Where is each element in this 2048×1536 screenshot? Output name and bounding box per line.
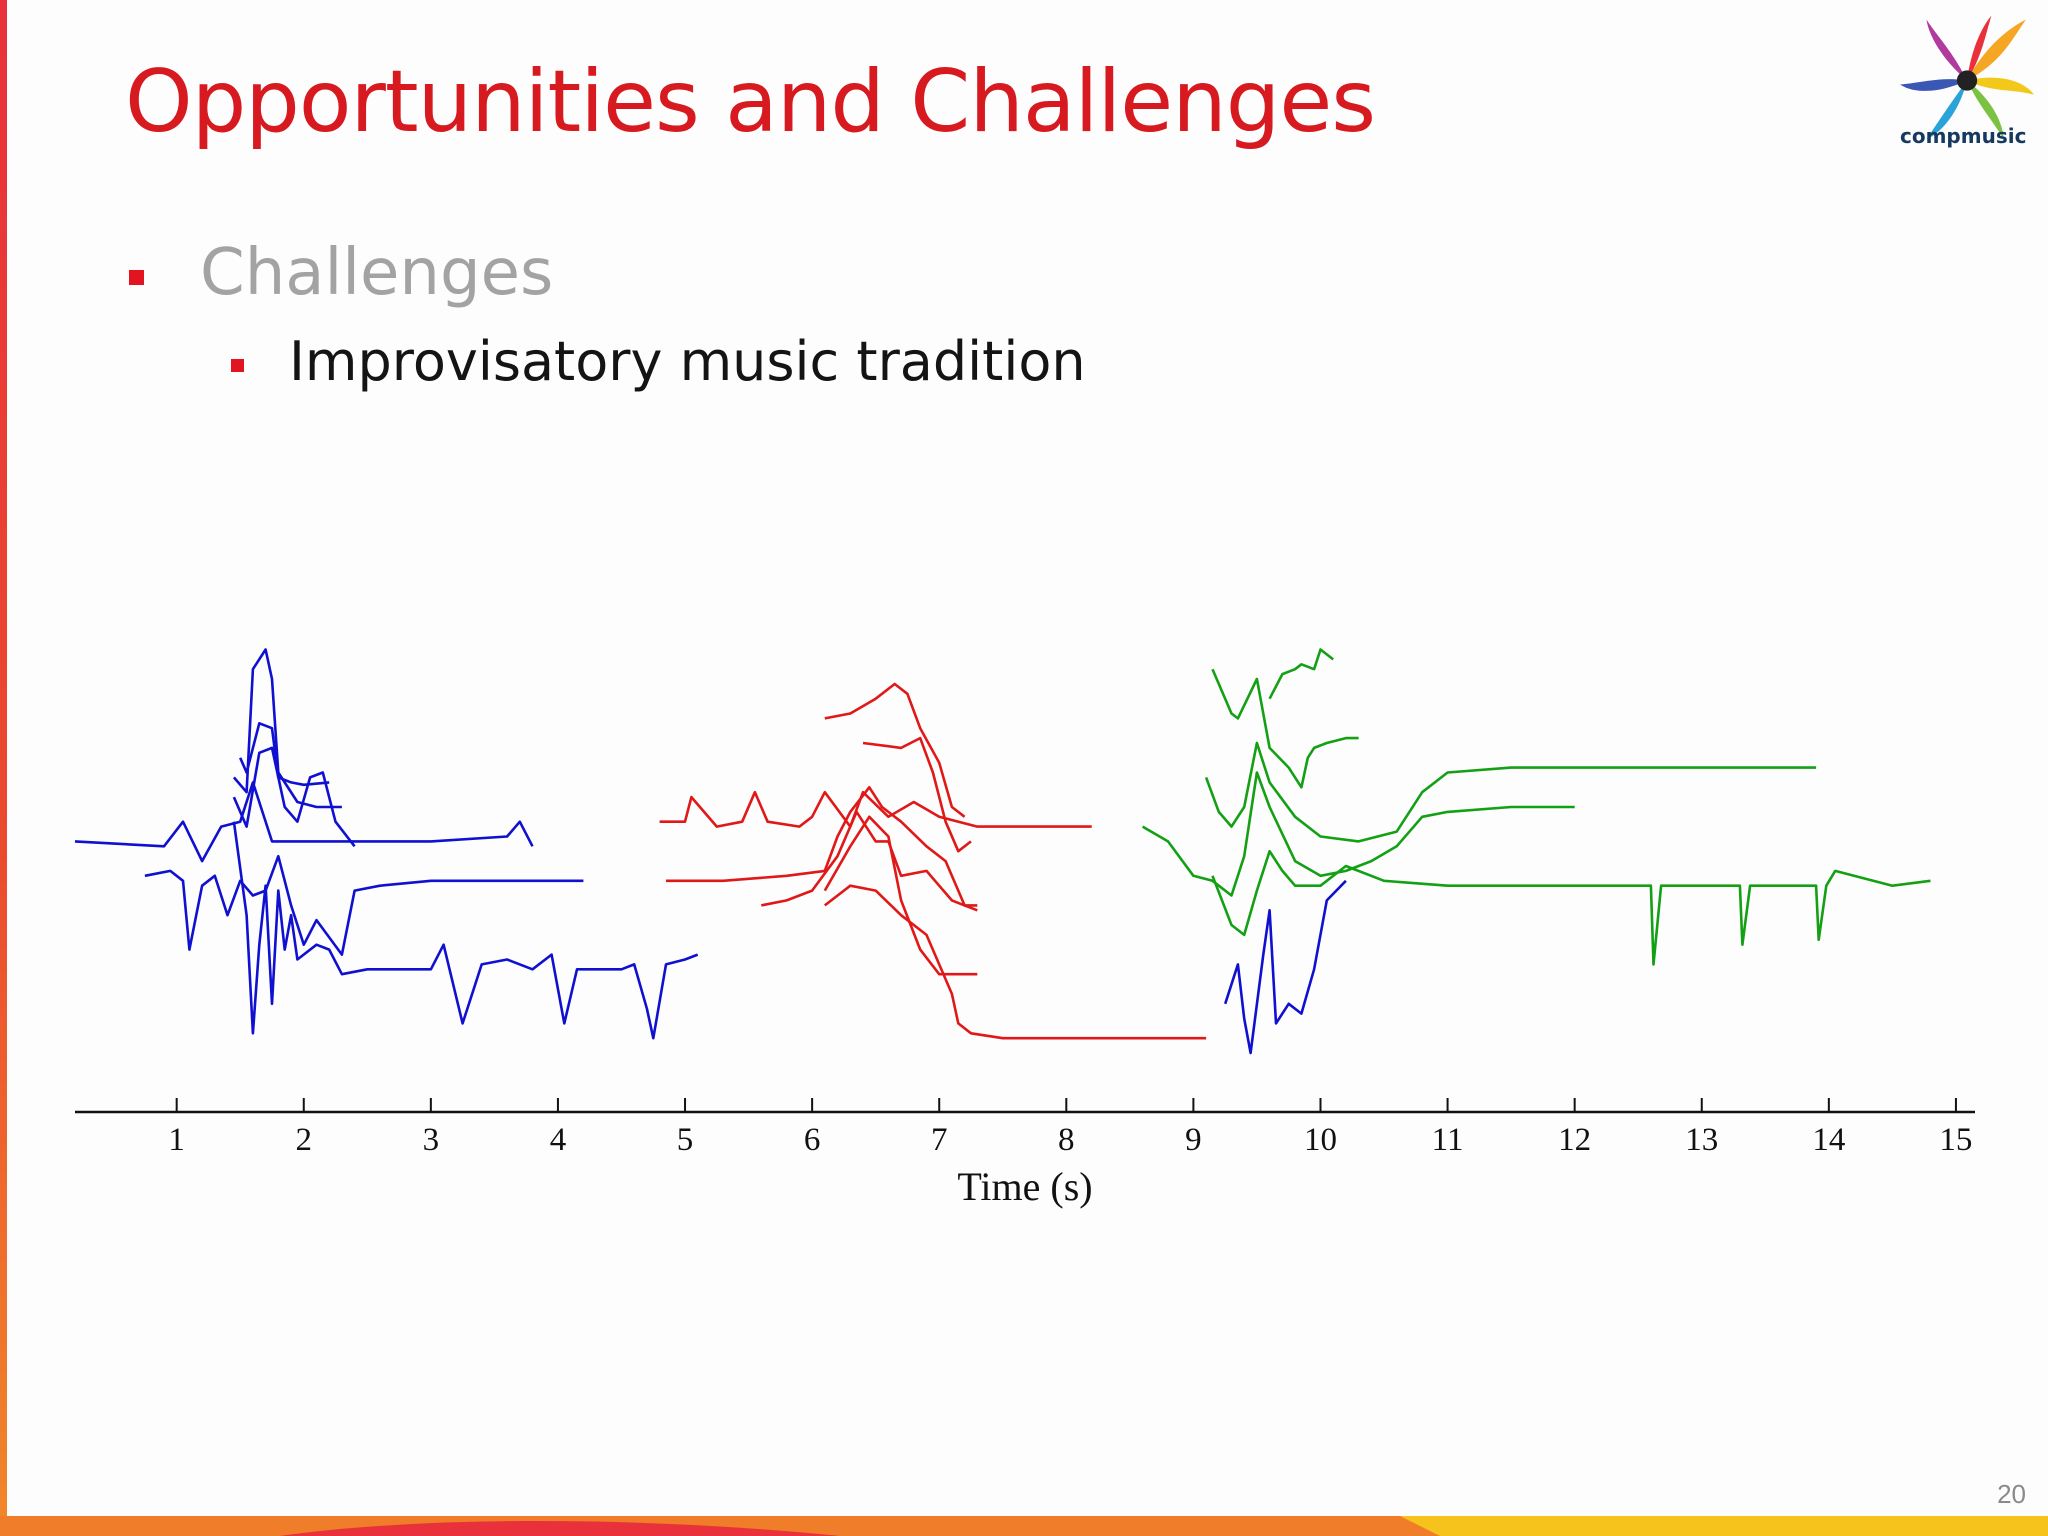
x-tick-label: 14 xyxy=(1812,1122,1845,1158)
left-accent-bar xyxy=(0,0,7,1536)
series-line-10 xyxy=(666,786,978,912)
series-line-9 xyxy=(862,736,972,853)
series-line-4 xyxy=(232,746,356,848)
x-tick-label: 2 xyxy=(296,1122,313,1158)
series-line-12 xyxy=(823,815,978,976)
series-line-13 xyxy=(824,884,1207,1040)
x-tick-label: 12 xyxy=(1558,1122,1591,1158)
compmusic-logo-icon xyxy=(1900,15,2034,140)
x-tick-label: 5 xyxy=(677,1122,694,1158)
x-tick-label: 3 xyxy=(423,1122,440,1158)
x-tick-label: 8 xyxy=(1058,1122,1075,1158)
x-tick-label: 10 xyxy=(1304,1122,1337,1158)
series-line-15 xyxy=(1268,648,1334,700)
x-axis-title: Time (s) xyxy=(957,1164,1092,1209)
x-tick-label: 7 xyxy=(931,1122,948,1158)
series-line-7 xyxy=(659,790,1092,828)
tick-layer: 1 2 3 4 5 6 7 8 9 10 11 12 13 14 15 xyxy=(168,1098,1972,1158)
page-number: 20 xyxy=(1997,1479,2026,1509)
series-layer xyxy=(74,648,1931,1055)
x-tick-label: 4 xyxy=(550,1122,567,1158)
x-tick-label: 9 xyxy=(1185,1122,1202,1158)
bottom-accent-bar xyxy=(0,1516,2048,1536)
bullet-level2-text: Improvisatory music tradition xyxy=(289,330,1086,393)
series-line-17 xyxy=(1141,771,1575,897)
series-line-14 xyxy=(1211,668,1359,789)
pitch-contour-chart: 1 2 3 4 5 6 7 8 9 10 11 12 13 14 15 Time (s) xyxy=(0,600,2048,1240)
bullet-marker-level2 xyxy=(231,359,244,372)
x-tick-label: 6 xyxy=(804,1122,821,1158)
series-line-18 xyxy=(1211,849,1931,966)
series-line-16 xyxy=(1204,741,1817,843)
series-line-3 xyxy=(232,648,342,809)
series-line-6 xyxy=(232,821,699,1040)
x-tick-label: 15 xyxy=(1939,1122,1972,1158)
series-line-8 xyxy=(824,682,966,818)
logo-text: compmusic xyxy=(1900,124,2027,148)
slide-title: Opportunities and Challenges xyxy=(125,52,1376,152)
series-line-5 xyxy=(144,854,584,956)
series-line-1 xyxy=(74,781,534,863)
x-tick-label: 13 xyxy=(1685,1122,1718,1158)
x-tick-label: 1 xyxy=(168,1122,185,1158)
bullet-level1-text: Challenges xyxy=(200,236,554,310)
x-tick-label: 11 xyxy=(1432,1122,1464,1158)
series-line-19 xyxy=(1223,879,1347,1055)
bullet-marker-level1 xyxy=(129,270,144,285)
